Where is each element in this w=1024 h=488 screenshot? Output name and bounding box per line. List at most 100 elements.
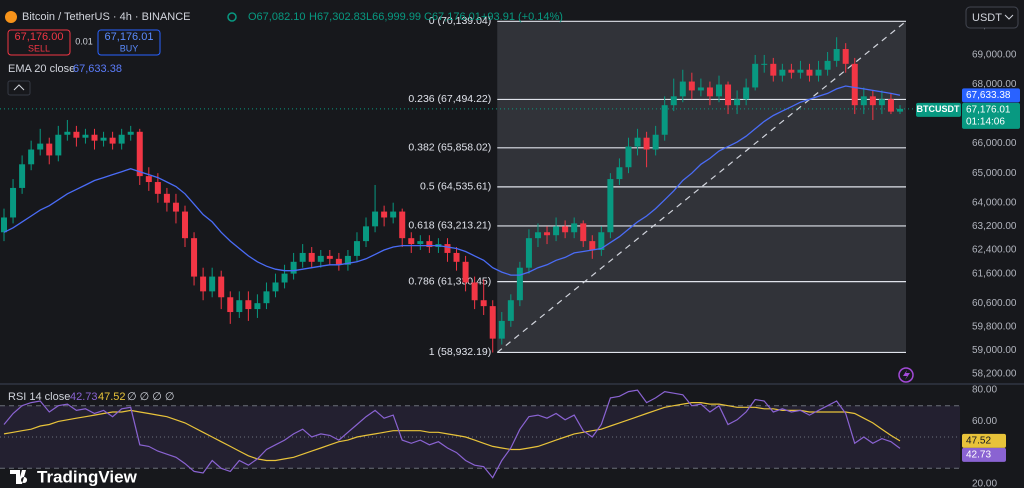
ema-legend-name[interactable]: EMA 20 close — [8, 63, 75, 75]
ohlc-low: L66,999.99 — [366, 11, 421, 23]
candle-body — [444, 244, 451, 253]
candle-body — [833, 49, 840, 61]
y-tick-label: 58,200.00 — [972, 369, 1017, 380]
y-tick-label: 64,000.00 — [972, 197, 1017, 208]
logo — [10, 470, 28, 484]
rsi-value-label: 47.52 — [966, 436, 991, 447]
candle-body — [426, 241, 433, 248]
y-tick-label: 68,000.00 — [972, 79, 1017, 90]
candle-body — [326, 255, 333, 259]
candle-body — [571, 223, 578, 233]
fib-label: 0.5 (64,535.61) — [420, 181, 491, 193]
fib-label: 0.382 (65,858.02) — [408, 142, 491, 154]
candle-body — [788, 69, 795, 73]
candle-body — [770, 63, 777, 76]
candle-body — [453, 252, 460, 262]
candle-body — [308, 252, 315, 262]
fib-label: 1 (58,932.19) — [429, 346, 491, 358]
candle-body — [489, 306, 496, 339]
candle-body — [598, 232, 605, 250]
candle-body — [679, 81, 686, 97]
candle-body — [390, 211, 397, 218]
y-tick-label: 63,200.00 — [972, 221, 1017, 232]
symbol-title[interactable]: Bitcoin / TetherUS · 4h · BINANCE — [22, 11, 191, 23]
candle-body — [381, 211, 388, 218]
candle-body — [607, 179, 614, 233]
candle-body — [28, 149, 35, 165]
candle-body — [136, 131, 143, 177]
buy-price: 67,176.01 — [105, 31, 154, 43]
candle-body — [100, 137, 107, 141]
candle-body — [417, 241, 424, 245]
ohlc-change: +93.91 (+0.14%) — [481, 11, 563, 23]
candle-body — [299, 252, 306, 262]
candle-body — [897, 108, 903, 112]
candle-body — [154, 182, 161, 194]
sell-label: SELL — [28, 43, 50, 53]
candle-body — [245, 300, 252, 310]
candle-body — [815, 69, 822, 76]
candle-body — [254, 303, 261, 310]
candle-body — [670, 96, 677, 106]
candle-body — [353, 241, 360, 256]
symbol-icon — [5, 11, 17, 23]
candle-body — [507, 300, 514, 321]
fib-label: 0 (70,139.04) — [429, 15, 491, 27]
candle-body — [290, 261, 297, 274]
candle-body — [281, 273, 288, 283]
candle-body — [10, 187, 17, 218]
order-quantity[interactable]: 0.01 — [75, 36, 93, 46]
candle-body — [172, 202, 179, 212]
candle-body — [706, 87, 713, 97]
candle-body — [697, 87, 704, 91]
candle-body — [589, 241, 596, 250]
rsi-tick-label: 80.00 — [972, 385, 997, 396]
currency-button[interactable] — [965, 6, 1019, 29]
rsi-tick-label: 20.00 — [972, 479, 997, 488]
candle-body — [218, 276, 225, 298]
candle-body — [616, 167, 623, 180]
candle-body — [869, 96, 876, 106]
candle-body — [471, 282, 478, 301]
candle-body — [715, 84, 722, 97]
candle-body — [372, 211, 379, 227]
rsi-value-label: 42.73 — [966, 450, 991, 461]
currency-caret — [1004, 14, 1014, 20]
rsi-line — [3, 402, 901, 462]
candle-body — [860, 96, 867, 106]
candle-body — [878, 99, 885, 106]
buy-button[interactable] — [97, 29, 161, 56]
candle-body — [842, 49, 849, 64]
candle-body — [227, 297, 234, 313]
candle-body — [580, 223, 587, 242]
rsi-title[interactable]: RSI 14 close — [8, 391, 70, 403]
candle-body — [516, 267, 523, 301]
symbol-label: BTCUSDT — [917, 104, 960, 114]
candle-body — [46, 143, 53, 156]
candle-body — [851, 63, 858, 106]
candle-body — [625, 146, 632, 168]
candle-body — [236, 300, 243, 313]
sell-button[interactable] — [7, 29, 71, 56]
collapse-button[interactable] — [7, 80, 31, 96]
candle-body — [37, 143, 44, 150]
fib-label: 0.236 (67,494.22) — [408, 93, 491, 105]
market-status — [227, 12, 237, 22]
price-box — [962, 102, 1020, 129]
candle-body — [688, 81, 695, 91]
candle-body — [73, 131, 80, 138]
candle-body — [91, 134, 98, 141]
y-tick-label: 62,400.00 — [972, 245, 1017, 256]
candle-body — [200, 276, 207, 292]
candle-body — [887, 99, 894, 112]
candle-body — [734, 99, 741, 106]
candle-body — [344, 255, 351, 265]
y-tick-label: 69,000.00 — [972, 50, 1017, 61]
candle-body — [335, 258, 342, 265]
rsi-extra: ∅ ∅ ∅ ∅ — [127, 391, 175, 403]
candle-body — [191, 238, 198, 277]
candle-body — [534, 232, 541, 239]
rsi-value-box — [962, 433, 1006, 448]
